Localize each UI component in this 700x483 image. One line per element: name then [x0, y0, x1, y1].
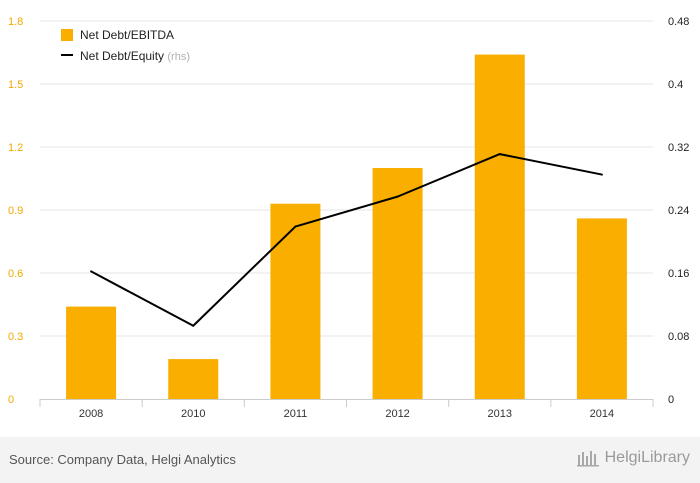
line-point	[600, 173, 603, 176]
y-tick-label-left: 1.5	[8, 79, 23, 91]
bar-series	[66, 54, 627, 399]
chart: 0 0 0.3 0.08 0.6 0.16 0.9 0.24 1.2 0.32 1.5 0.4 1.8 0…	[8, 16, 689, 420]
bar	[66, 306, 117, 399]
x-tick-label: 2013	[488, 408, 512, 420]
x-tick-label: 2010	[181, 408, 205, 420]
bar	[270, 203, 321, 399]
x-tick-label: 2012	[385, 408, 409, 420]
legend-rhs-suffix: (rhs)	[167, 51, 190, 63]
legend-label-bar: Net Debt/EBITDA	[80, 28, 174, 42]
y-tick-label-right: 0.16	[668, 268, 689, 280]
library-icon	[576, 451, 599, 467]
brand-name: HelgiLibrary	[604, 449, 690, 466]
line-point	[192, 324, 195, 327]
line-point	[396, 195, 399, 198]
footer: Source: Company Data, Helgi Analytics He…	[0, 437, 700, 483]
legend-label-line: Net Debt/Equity (rhs)	[80, 49, 190, 63]
y-tick-label-right: 0.4	[668, 79, 683, 91]
bar	[372, 168, 423, 399]
line-path	[90, 153, 603, 327]
y-tick-label-right: 0.24	[668, 205, 689, 217]
y-tick-label-left: 1.2	[8, 142, 23, 154]
legend-swatch-bar	[61, 29, 73, 41]
y-tick-label-right: 0	[668, 394, 674, 406]
bar	[576, 218, 627, 399]
y-tick-label-left: 0	[8, 394, 14, 406]
x-tick-label: 2011	[284, 408, 308, 420]
bar	[168, 359, 219, 399]
y-tick-label-left: 0.6	[8, 268, 23, 280]
y-tick-label-left: 0.9	[8, 205, 23, 217]
line-point	[90, 270, 93, 273]
x-tick-label: 2014	[590, 408, 614, 420]
gridlines	[40, 20, 653, 337]
source-note: Source: Company Data, Helgi Analytics	[9, 452, 236, 467]
y-tick-label-left: 1.8	[8, 16, 23, 28]
legend: Net Debt/EBITDA Net Debt/Equity (rhs)	[61, 28, 190, 63]
line-series	[90, 153, 603, 327]
bar	[474, 54, 525, 399]
y-tick-label-right: 0.48	[668, 16, 689, 28]
x-tick-label: 2008	[79, 408, 103, 420]
line-point	[294, 225, 297, 228]
y-tick-label-left: 0.3	[8, 331, 23, 343]
line-point	[498, 153, 501, 156]
y-tick-label-right: 0.08	[668, 331, 689, 343]
axes: 0 0 0.3 0.08 0.6 0.16 0.9 0.24 1.2 0.32 1.5 0.4 1.8 0…	[8, 16, 689, 420]
brand-logo: HelgiLibrary	[576, 449, 690, 467]
y-tick-label-right: 0.32	[668, 142, 689, 154]
